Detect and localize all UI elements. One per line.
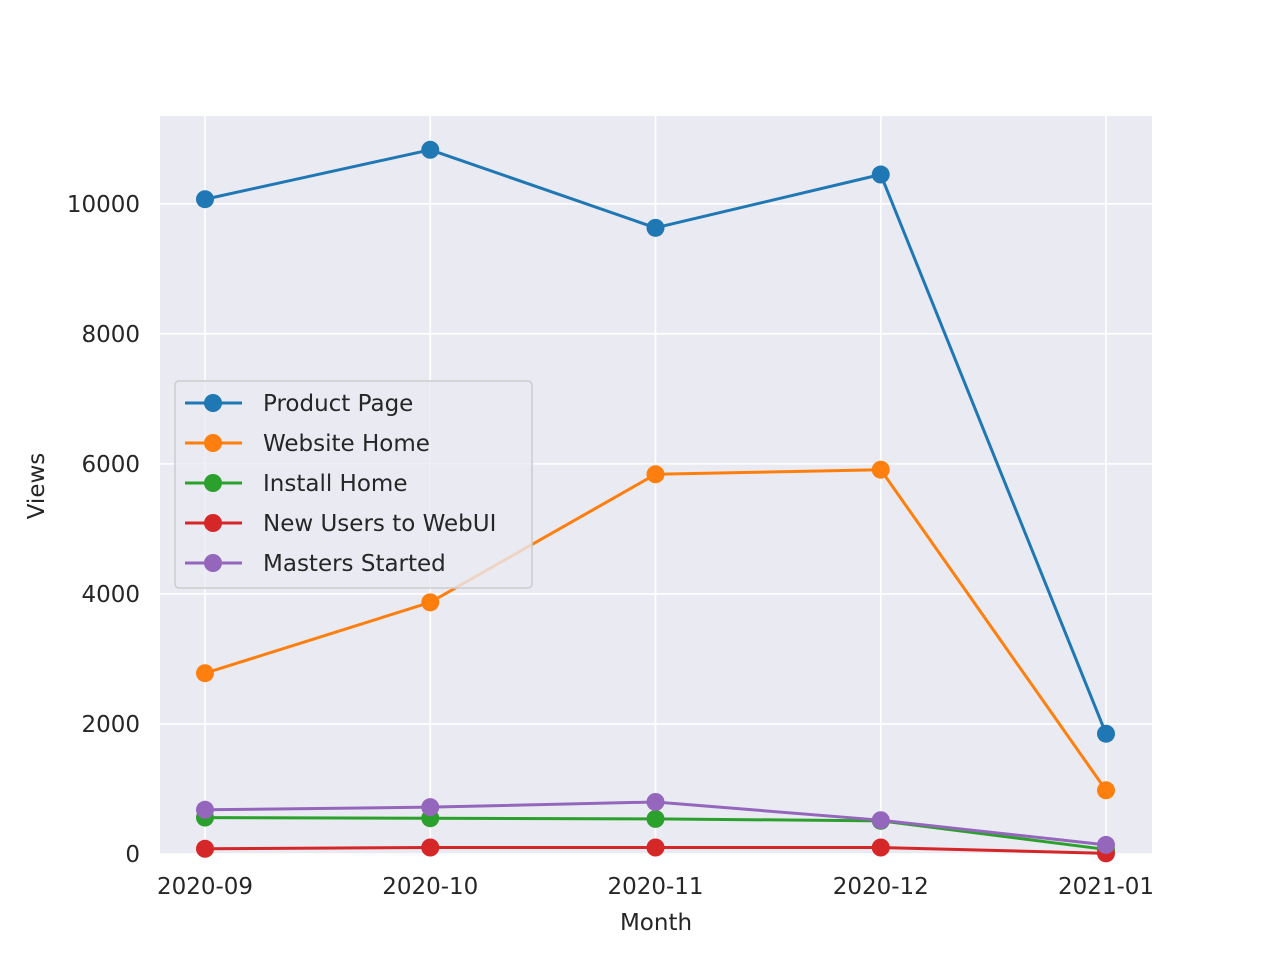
legend-swatch-marker — [204, 554, 222, 572]
y-tick-labels: 0 2000 4000 6000 8000 10000 — [67, 192, 140, 868]
data-point — [196, 664, 214, 683]
x-tick-label: 2021-01 — [1058, 874, 1154, 900]
legend-box — [174, 380, 533, 589]
x-tick-label: 2020-12 — [833, 874, 929, 900]
data-point — [1097, 781, 1115, 800]
x-tick-labels: 2020-09 2020-10 2020-11 2020-12 2021-01 — [157, 874, 1154, 900]
data-point — [1097, 835, 1115, 854]
data-point — [871, 460, 890, 479]
data-point — [196, 800, 214, 819]
data-point — [646, 809, 665, 828]
series-masters-started — [196, 792, 1115, 854]
y-tick-label: 2000 — [81, 712, 140, 738]
legend-swatch-marker — [204, 474, 222, 492]
data-point — [646, 465, 665, 484]
data-point — [871, 811, 890, 830]
data-point — [646, 838, 665, 857]
y-tick-label: 4000 — [81, 582, 140, 608]
y-tick-label: 0 — [125, 842, 140, 868]
y-tick-label: 10000 — [67, 192, 140, 218]
x-tick-label: 2020-10 — [382, 874, 478, 900]
series-product-page — [196, 140, 1115, 743]
data-point — [1097, 724, 1115, 743]
legend-swatch-marker — [204, 434, 222, 452]
x-tick-label: 2020-11 — [607, 874, 703, 900]
legend-swatch-marker — [204, 394, 222, 412]
data-point — [421, 798, 440, 817]
data-point — [421, 838, 440, 857]
legend-item: Masters Started — [185, 551, 446, 577]
data-point — [871, 165, 890, 184]
series-website-home — [196, 460, 1115, 800]
data-point — [196, 839, 214, 858]
legend: Product Page Website Home Install Home New … — [174, 380, 533, 589]
legend-item: New Users to WebUI — [185, 511, 496, 537]
x-axis-label: Month — [620, 910, 692, 936]
data-point — [646, 218, 665, 237]
x-tick-label: 2020-09 — [157, 874, 253, 900]
data-point — [421, 140, 440, 159]
data-point — [196, 190, 214, 209]
legend-item: Website Home — [185, 431, 430, 457]
data-point — [421, 593, 440, 612]
y-tick-label: 6000 — [81, 452, 140, 478]
legend-label: Install Home — [263, 471, 407, 497]
data-point — [646, 792, 665, 811]
y-axis-label: Views — [24, 453, 50, 520]
legend-label: Masters Started — [263, 551, 446, 577]
legend-label: Product Page — [263, 391, 413, 417]
legend-item: Install Home — [185, 471, 407, 497]
legend-label: Website Home — [263, 431, 430, 457]
series-layer — [196, 140, 1115, 863]
legend-item: Product Page — [185, 391, 413, 417]
legend-label: New Users to WebUI — [263, 511, 496, 537]
legend-swatch-marker — [204, 514, 222, 532]
y-tick-label: 8000 — [81, 322, 140, 348]
data-point — [871, 838, 890, 857]
